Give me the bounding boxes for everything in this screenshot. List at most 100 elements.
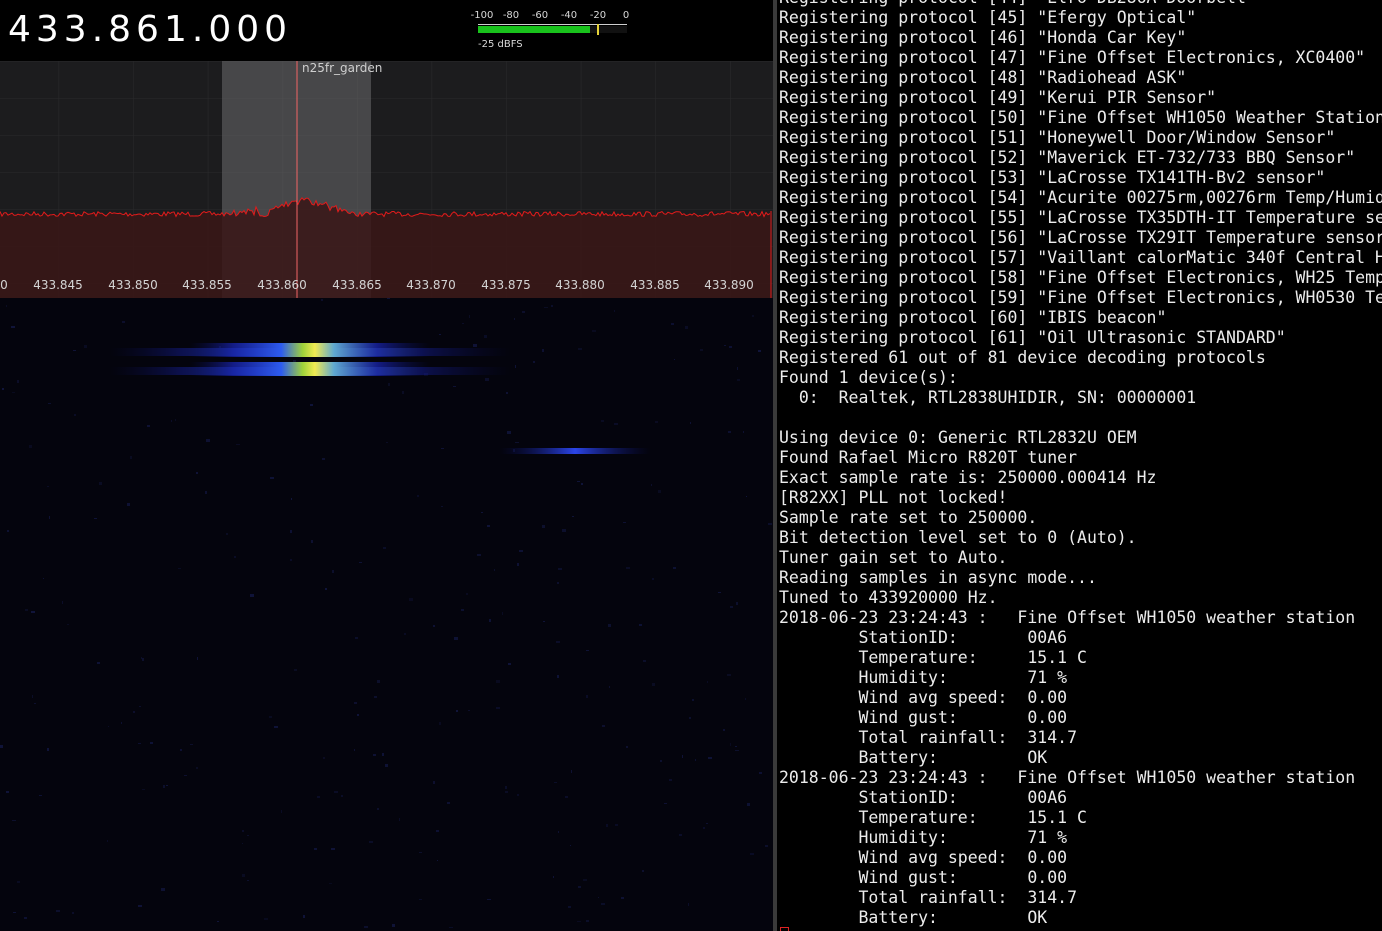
waterfall-noise-speck — [417, 495, 419, 497]
waterfall-noise-speck — [558, 568, 562, 570]
waterfall-noise-speck — [473, 344, 477, 347]
waterfall-noise-speck — [433, 625, 435, 627]
waterfall-noise-speck — [373, 754, 376, 756]
waterfall-noise-speck — [746, 496, 747, 497]
terminal-line: Registering protocol [58] "Fine Offset E… — [779, 268, 1382, 287]
terminal-line: Battery: OK — [779, 748, 1048, 767]
waterfall-noise-speck — [437, 860, 438, 861]
waterfall-noise-speck — [522, 311, 525, 313]
terminal-line: Registering protocol [47] "Fine Offset E… — [779, 48, 1366, 67]
waterfall-noise-speck — [747, 803, 750, 806]
waterfall-noise-speck — [554, 782, 557, 783]
terminal-line: StationID: 00A6 — [779, 628, 1068, 647]
waterfall-noise-speck — [34, 703, 36, 704]
waterfall-noise-speck — [48, 403, 51, 404]
waterfall-noise-speck — [626, 567, 630, 569]
terminal-output: Registering protocol [44] "Elro DB286A D… — [779, 0, 1382, 928]
waterfall-noise-speck — [505, 786, 507, 789]
waterfall-noise-speck — [768, 523, 772, 525]
waterfall-noise-speck — [419, 852, 422, 853]
pane-divider[interactable] — [773, 0, 777, 931]
terminal-line: Registering protocol [50] "Fine Offset W… — [779, 108, 1382, 127]
waterfall-noise-speck — [581, 483, 583, 485]
axis-tick-label: 433.875 — [481, 278, 531, 292]
terminal-line: Wind avg speed: 0.00 — [779, 848, 1068, 867]
waterfall-noise-speck — [7, 530, 9, 532]
terminal-window[interactable]: Registering protocol [44] "Elro DB286A D… — [777, 0, 1382, 931]
waterfall-noise-speck — [682, 755, 683, 758]
terminal-line: Wind gust: 0.00 — [779, 708, 1068, 727]
waterfall-noise-speck — [706, 823, 708, 824]
waterfall-noise-speck — [765, 845, 768, 847]
waterfall-noise-speck — [515, 365, 516, 368]
waterfall-noise-speck — [461, 609, 464, 611]
axis-tick-label: 433.890 — [704, 278, 754, 292]
waterfall-noise-speck — [735, 746, 737, 747]
waterfall-noise-speck — [142, 658, 144, 661]
waterfall-noise-speck — [217, 921, 219, 922]
waterfall-noise-speck — [310, 404, 313, 406]
waterfall-noise-speck — [163, 785, 165, 788]
frequency-display[interactable]: 433.861.000 — [8, 9, 293, 50]
smeter-readout: -25 dBFS — [478, 39, 523, 50]
waterfall-noise-speck — [31, 611, 35, 613]
waterfall-noise-speck — [506, 392, 508, 394]
waterfall-noise-speck — [469, 315, 470, 318]
waterfall-display[interactable] — [0, 298, 773, 931]
waterfall-noise-speck — [49, 516, 50, 519]
waterfall-noise-speck — [331, 848, 335, 850]
waterfall-noise-speck — [688, 903, 689, 906]
waterfall-noise-speck — [11, 326, 15, 328]
terminal-line: Registering protocol [60] "IBIS beacon" — [779, 308, 1167, 327]
waterfall-noise-speck — [409, 598, 413, 601]
waterfall-noise-speck — [730, 606, 733, 608]
waterfall-noise-speck — [139, 706, 141, 707]
terminal-line: Temperature: 15.1 C — [779, 808, 1087, 827]
waterfall-noise-speck — [586, 920, 589, 922]
smeter-scale-label: -20 — [589, 10, 607, 21]
waterfall-noise-speck — [354, 702, 357, 704]
waterfall-noise-speck — [133, 711, 135, 713]
terminal-line: Tuned to 433920000 Hz. — [779, 588, 998, 607]
waterfall-noise-speck — [290, 530, 292, 533]
terminal-line: Tuner gain set to Auto. — [779, 548, 1008, 567]
waterfall-noise-speck — [377, 808, 379, 810]
waterfall-noise-speck — [692, 699, 694, 701]
waterfall-noise-speck — [321, 299, 323, 301]
terminal-line: StationID: 00A6 — [779, 788, 1068, 807]
waterfall-noise-speck — [723, 729, 725, 731]
waterfall-noise-speck — [141, 657, 142, 659]
waterfall-noise-speck — [317, 796, 320, 798]
spectrum-plot[interactable] — [0, 61, 773, 298]
waterfall-noise-speck — [614, 310, 615, 312]
waterfall-noise-speck — [679, 834, 682, 836]
waterfall-noise-speck — [441, 448, 444, 449]
smeter-level-bar — [478, 26, 590, 33]
waterfall-noise-speck — [737, 367, 738, 370]
waterfall-noise-speck — [99, 482, 102, 485]
terminal-line: Battery: OK — [779, 908, 1048, 927]
waterfall-noise-speck — [303, 915, 305, 918]
waterfall-noise-speck — [592, 330, 596, 332]
waterfall-noise-speck — [551, 305, 553, 307]
waterfall-noise-speck — [750, 853, 754, 855]
waterfall-noise-speck — [236, 444, 240, 445]
waterfall-noise-speck — [47, 486, 49, 487]
waterfall-noise-speck — [728, 431, 731, 433]
terminal-line: Registering protocol [46] "Honda Car Key… — [779, 28, 1187, 47]
waterfall-noise-speck — [517, 563, 519, 566]
smeter-track — [478, 24, 627, 35]
waterfall-noise-speck — [67, 624, 69, 625]
waterfall-noise-speck — [354, 749, 355, 751]
waterfall-noise-speck — [387, 298, 390, 299]
bookmark-label[interactable]: n25fr_garden — [302, 61, 383, 75]
waterfall-noise-speck — [226, 533, 228, 535]
waterfall-noise-speck — [419, 899, 422, 900]
terminal-line: 2018-06-23 23:24:43 : Fine Offset WH1050… — [779, 768, 1356, 787]
smeter-scale-label: 0 — [622, 10, 630, 21]
waterfall-noise-speck — [601, 903, 605, 905]
waterfall-noise-speck — [242, 830, 244, 832]
waterfall-noise-speck — [557, 582, 559, 584]
waterfall-noise-speck — [578, 348, 582, 350]
terminal-line: Registering protocol [52] "Maverick ET-7… — [779, 148, 1356, 167]
